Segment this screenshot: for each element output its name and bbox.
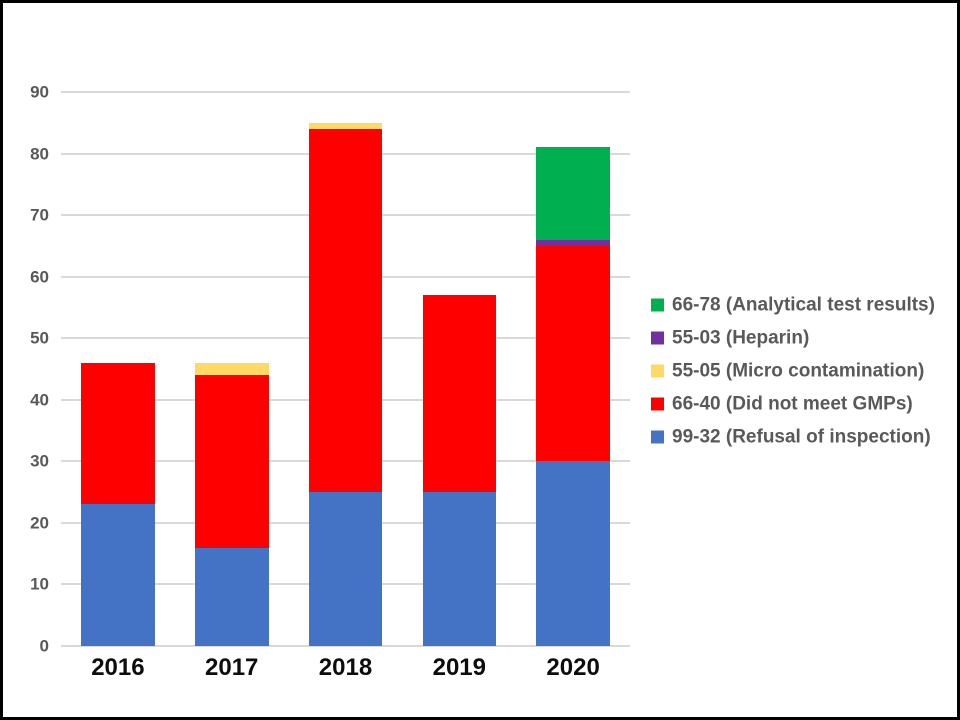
- bar-2016-66-40: [81, 362, 155, 505]
- legend-label: 55-03 (Heparin): [672, 327, 810, 349]
- y-axis-tick-label: 30: [30, 451, 49, 471]
- x-axis-category-label: 2019: [432, 654, 486, 681]
- legend-swatch-icon: [651, 364, 664, 378]
- bar-2020-66-78: [536, 147, 610, 240]
- bar-2020-66-40: [536, 245, 610, 462]
- legend-label: 66-40 (Did not meet GMPs): [672, 393, 913, 415]
- legend-item-55-03: 55-03 (Heparin): [651, 329, 809, 348]
- y-axis-tick-label: 70: [30, 205, 49, 225]
- y-axis-tick-label: 80: [30, 144, 49, 164]
- legend-swatch-icon: [651, 331, 664, 345]
- gridline-y0: [61, 645, 630, 647]
- bar-2019-99-32: [422, 492, 496, 646]
- gridline-y90: [61, 91, 630, 93]
- x-axis-category-label: 2020: [546, 654, 600, 681]
- bar-2017-55-05: [195, 362, 269, 376]
- legend-label: 66-78 (Analytical test results): [672, 294, 935, 316]
- x-axis-category-label: 2018: [318, 654, 373, 681]
- bar-2018-66-40: [308, 128, 383, 493]
- legend-item-55-05: 55-05 (Micro contamination): [651, 362, 924, 381]
- y-axis-tick-label: 20: [30, 513, 49, 533]
- bar-2020-55-03: [536, 239, 610, 246]
- bar-2020-99-32: [536, 461, 610, 646]
- bar-2019-66-40: [422, 295, 496, 493]
- y-axis-tick-label: 40: [30, 390, 49, 410]
- x-axis-category-label: 2017: [204, 654, 259, 681]
- bar-2016-99-32: [81, 504, 155, 646]
- legend-swatch-icon: [651, 298, 664, 312]
- legend-item-66-40: 66-40 (Did not meet GMPs): [651, 395, 913, 414]
- bar-2017-99-32: [195, 547, 269, 646]
- legend-item-66-78: 66-78 (Analytical test results): [651, 296, 935, 315]
- legend-swatch-icon: [651, 430, 664, 444]
- bar-2017-66-40: [195, 375, 269, 548]
- x-axis-category-label: 2016: [91, 654, 145, 681]
- y-axis-tick-label: 10: [30, 574, 49, 594]
- bar-2018-55-05: [308, 122, 383, 129]
- legend-label: 55-05 (Micro contamination): [672, 360, 925, 382]
- legend-label: 99-32 (Refusal of inspection): [672, 426, 931, 448]
- legend-item-99-32: 99-32 (Refusal of inspection): [651, 428, 931, 447]
- y-axis-tick-label: 50: [30, 328, 49, 348]
- legend-swatch-icon: [651, 397, 664, 411]
- y-axis-tick-label: 60: [30, 267, 49, 287]
- y-axis-tick-label: 90: [30, 82, 49, 102]
- y-axis-tick-label: 0: [39, 636, 49, 656]
- bar-2018-99-32: [308, 492, 383, 646]
